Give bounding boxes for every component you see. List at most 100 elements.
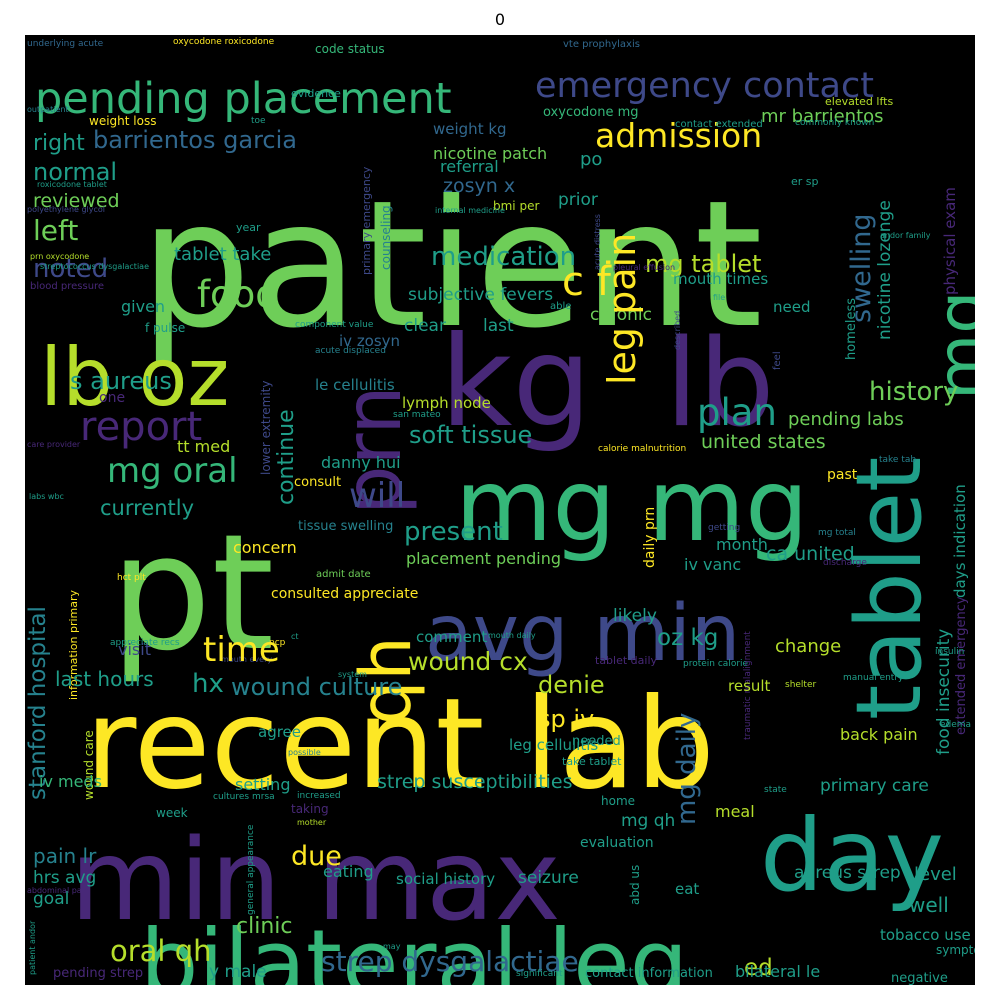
word-qh: qh bbox=[345, 636, 427, 725]
word-prn: prn bbox=[329, 385, 419, 515]
word-information-primary: information primary bbox=[67, 589, 80, 700]
word-ca-united: ca united bbox=[766, 543, 855, 565]
word-soft-tissue: soft tissue bbox=[409, 421, 532, 449]
word-sp-iv: sp iv bbox=[538, 705, 594, 733]
word-report: report bbox=[80, 404, 202, 450]
word-negative: negative bbox=[891, 971, 948, 985]
word-leg-pain: leg pain bbox=[600, 233, 644, 385]
word-elevated-lfts: elevated lfts bbox=[825, 95, 893, 108]
word-time: time bbox=[203, 630, 280, 670]
word-danny-hui: danny hui bbox=[321, 453, 401, 472]
word-described: described bbox=[673, 311, 682, 350]
word-abdominal-pain: abdominal pain bbox=[27, 886, 89, 895]
word-pain-lr: pain lr bbox=[33, 844, 97, 868]
word-c-f: c f bbox=[562, 259, 612, 305]
word-increased: increased bbox=[297, 791, 341, 801]
word-denie: denie bbox=[538, 671, 605, 699]
word-bilateral-leg: bilateral leg bbox=[140, 910, 688, 985]
word-abd-us: abd us bbox=[628, 865, 642, 905]
word-commonly-known: commonly known bbox=[795, 118, 874, 128]
word-symptom: symptom bbox=[936, 943, 975, 957]
word-likely: likely bbox=[613, 606, 657, 626]
word-evaluation: evaluation bbox=[580, 835, 654, 851]
word-continue: continue bbox=[274, 409, 299, 505]
word-year: year bbox=[236, 221, 261, 234]
word-mouth-daily: mouth daily bbox=[488, 631, 536, 640]
word-concern: concern bbox=[233, 538, 297, 557]
word-may: may bbox=[383, 942, 401, 951]
word-min-max: min max bbox=[70, 816, 561, 946]
word-tablet-daily: tablet daily bbox=[595, 654, 658, 667]
word-daily-prn: daily prn bbox=[642, 507, 658, 568]
word-internal-medicine: internal medicine bbox=[435, 206, 505, 215]
word-mg-tablet: mg tablet bbox=[645, 250, 761, 278]
word-agree: agree bbox=[258, 723, 301, 741]
word-placement-pending: placement pending bbox=[406, 549, 561, 568]
word-iv-vanc: iv vanc bbox=[684, 555, 741, 574]
word-aureus-strep: aureus strep bbox=[794, 863, 901, 883]
word-blood-pressure: blood pressure bbox=[30, 281, 104, 292]
word-feel: feel bbox=[772, 351, 783, 370]
word-avg-min: avg min bbox=[425, 589, 740, 679]
word-right: right bbox=[33, 131, 85, 156]
word-emergency-contact: emergency contact bbox=[535, 66, 874, 106]
word-hx: hx bbox=[192, 669, 224, 699]
word-present: present bbox=[404, 517, 503, 547]
word-clinic: clinic bbox=[236, 914, 292, 939]
word-weight-kg: weight kg bbox=[433, 120, 507, 138]
word-calorie-malnutrition: calorie malnutrition bbox=[598, 444, 686, 454]
word-care-provider: care provider bbox=[27, 440, 81, 449]
word-tissue-swelling: tissue swelling bbox=[298, 519, 393, 534]
word-admission: admission bbox=[595, 116, 762, 155]
word-week: week bbox=[156, 806, 188, 820]
word-leg-cellulitis: leg cellulitis bbox=[509, 736, 598, 754]
figure-title: 0 bbox=[494, 10, 506, 29]
word-iv-meds: iv meds bbox=[39, 772, 102, 791]
word-admit-date: admit date bbox=[316, 569, 371, 580]
word-tablet-take: tablet take bbox=[174, 244, 271, 265]
word-discharge: discharge bbox=[823, 558, 867, 568]
word-manual-entry: manual entry bbox=[843, 673, 904, 683]
word-cloud-canvas: patient pt recent lab min max kg lb bilateral … bbox=[25, 35, 975, 985]
word-mg-mg: mg mg bbox=[455, 447, 809, 564]
word-file: file bbox=[713, 293, 725, 302]
word-component-value: component value bbox=[295, 320, 374, 330]
word-acute-displaced: acute displaced bbox=[315, 346, 386, 356]
word-result: result bbox=[728, 677, 771, 695]
word-mr-barrientos: mr barrientos bbox=[761, 106, 884, 127]
word-pending-labs: pending labs bbox=[788, 409, 904, 430]
word-swelling: swelling bbox=[846, 213, 877, 323]
word-oral-qh: oral qh bbox=[110, 934, 212, 968]
word-code-status: code status bbox=[315, 42, 385, 56]
word-getting: getting bbox=[708, 523, 740, 533]
word-lymph-node: lymph node bbox=[402, 394, 491, 412]
word-hrs-avg: hrs avg bbox=[33, 868, 96, 888]
word-take-tablet: take tablet bbox=[562, 755, 622, 768]
word-reviewed: reviewed bbox=[33, 190, 120, 212]
word-consulted-appreciate: consulted appreciate bbox=[271, 586, 418, 602]
word-lb: lb bbox=[665, 315, 775, 454]
word-recent-lab: recent lab bbox=[85, 672, 715, 817]
word-mg-qh: mg qh bbox=[621, 811, 675, 831]
word-homeless: homeless bbox=[844, 298, 859, 360]
word-barrientos-garcia: barrientos garcia bbox=[93, 126, 297, 154]
word-food: food bbox=[197, 273, 279, 316]
word-patient-andor: patient andor bbox=[28, 920, 37, 975]
word-history: history bbox=[869, 377, 958, 407]
word-bmi-per: bmi per bbox=[493, 199, 539, 213]
word-back-pain: back pain bbox=[840, 725, 918, 744]
word-given: given bbox=[121, 297, 165, 316]
word-zosyn-x: zosyn x bbox=[443, 175, 515, 197]
word-last-hours: last hours bbox=[55, 667, 154, 691]
word-days-indication: days indication bbox=[951, 484, 969, 598]
word-primary-care: primary care bbox=[820, 776, 929, 796]
word-goal: goal bbox=[33, 889, 69, 909]
word-possible: possible bbox=[288, 748, 321, 757]
word-taking: taking bbox=[291, 802, 329, 816]
word-food-insecurity: food insecurity bbox=[934, 629, 954, 755]
word-oz-kg: oz kg bbox=[657, 625, 718, 651]
word-bilateral-le: bilateral le bbox=[735, 962, 820, 981]
word-pt: pt bbox=[110, 499, 274, 686]
word-referral: referral bbox=[440, 157, 499, 176]
